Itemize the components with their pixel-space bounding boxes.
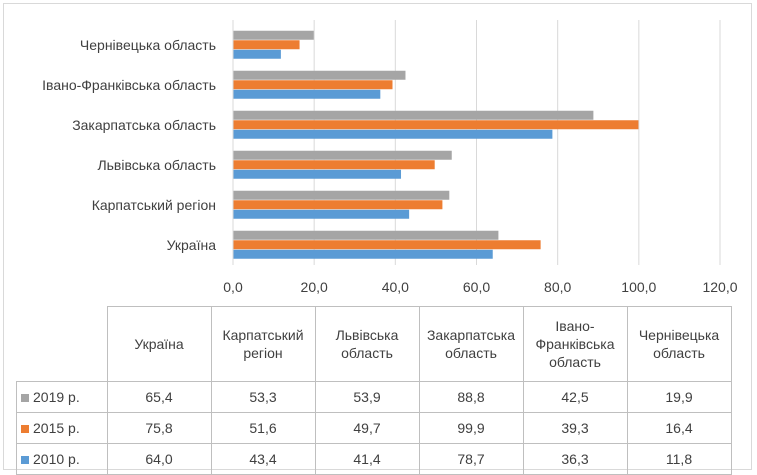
table-cell: 75,8	[106, 412, 212, 444]
table-row: 2019 р. 65,4 53,3 53,9 88,8 42,5 19,9	[16, 381, 732, 413]
table-cell: 42,5	[522, 381, 628, 413]
table-header-lviv: Львівська область	[314, 306, 420, 382]
bar	[233, 190, 450, 200]
x-tick-label: 40,0	[382, 279, 409, 295]
bar	[233, 120, 639, 130]
table-cell: 36,3	[522, 443, 628, 475]
data-table: Україна Карпатський регіон Львівська обл…	[16, 306, 732, 475]
x-tick-label: 0,0	[223, 279, 243, 295]
x-tick-label: 20,0	[301, 279, 328, 295]
category-label: Львівська область	[97, 157, 216, 173]
table-corner	[16, 306, 108, 382]
table-cell: 53,9	[314, 381, 420, 413]
table-cell: 53,3	[210, 381, 316, 413]
table-header-row: Україна Карпатський регіон Львівська обл…	[16, 306, 732, 382]
x-tick-label: 120,0	[702, 279, 737, 295]
bar	[233, 40, 300, 50]
category-label: Україна	[167, 237, 217, 253]
bar	[233, 150, 452, 160]
x-tick-label: 100,0	[621, 279, 656, 295]
table-cell: 11,8	[626, 443, 732, 475]
table-cell: 88,8	[418, 381, 524, 413]
table-cell: 41,4	[314, 443, 420, 475]
table-header-ivano-frankivsk: Івано-Франківська область	[522, 306, 628, 382]
bar-chart: 0,0 20,0 40,0 60,0 80,0 100,0 120,0 Україна Карп…	[42, 20, 738, 295]
bar	[233, 129, 553, 139]
table-cell: 78,7	[418, 443, 524, 475]
bar	[233, 249, 493, 259]
series-name: 2015 р.	[33, 420, 80, 436]
category-label: Карпатський регіон	[92, 197, 216, 213]
table-cell: 99,9	[418, 412, 524, 444]
x-tick-label: 80,0	[544, 279, 571, 295]
series-legend-cell: 2015 р.	[16, 412, 108, 444]
bar	[233, 160, 435, 170]
legend-swatch	[21, 425, 29, 434]
bar	[233, 200, 443, 210]
x-tick-label: 60,0	[463, 279, 490, 295]
table-cell: 39,3	[522, 412, 628, 444]
series-legend-cell: 2019 р.	[16, 381, 108, 413]
bar	[233, 209, 410, 219]
bar	[233, 70, 406, 80]
bar	[233, 240, 541, 250]
table-cell: 43,4	[210, 443, 316, 475]
bar	[233, 89, 381, 99]
category-label: Закарпатська область	[72, 117, 216, 133]
table-cell: 19,9	[626, 381, 732, 413]
legend-swatch	[21, 456, 29, 465]
table-row: 2010 р. 64,0 43,4 41,4 78,7 36,3 11,8	[16, 443, 732, 475]
series-legend-cell: 2010 р.	[16, 443, 108, 475]
bar	[233, 49, 281, 59]
bar	[233, 169, 402, 179]
bar	[233, 230, 499, 240]
legend-swatch	[21, 394, 29, 403]
series-name: 2010 р.	[33, 451, 80, 467]
table-cell: 65,4	[106, 381, 212, 413]
table-cell: 16,4	[626, 412, 732, 444]
bar	[233, 110, 594, 120]
table-header-ukraine: Україна	[106, 306, 212, 382]
bar	[233, 80, 393, 90]
table-row: 2015 р. 75,8 51,6 49,7 99,9 39,3 16,4	[16, 412, 732, 444]
table-cell: 64,0	[106, 443, 212, 475]
table-cell: 51,6	[210, 412, 316, 444]
series-name: 2019 р.	[33, 389, 80, 405]
category-label: Івано-Франківська область	[42, 77, 216, 93]
table-header-chernivtsi: Чернівецька область	[626, 306, 732, 382]
table-header-zakarpattia: Закарпатська область	[418, 306, 524, 382]
category-label: Чернівецька область	[80, 37, 216, 53]
bar	[233, 30, 314, 40]
table-header-carpathian: Карпатський регіон	[210, 306, 316, 382]
table-cell: 49,7	[314, 412, 420, 444]
